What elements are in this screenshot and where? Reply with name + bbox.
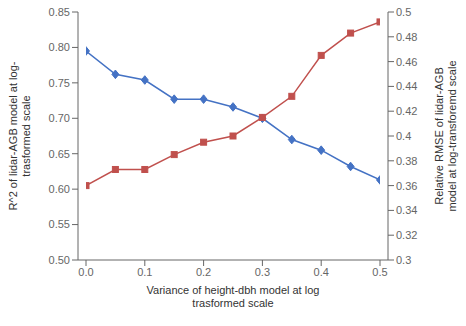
svg-text:0.4: 0.4 (396, 130, 411, 142)
svg-text:0.2: 0.2 (196, 266, 211, 278)
svg-text:0.55: 0.55 (49, 218, 70, 230)
svg-text:0.48: 0.48 (396, 31, 417, 43)
svg-text:Variance of height-dbh model a: Variance of height-dbh model at logtrasf… (147, 284, 320, 309)
svg-text:0.3: 0.3 (396, 254, 411, 266)
svg-text:0.50: 0.50 (49, 254, 70, 266)
svg-text:0.65: 0.65 (49, 148, 70, 160)
svg-text:Relative RMSE of lidar-AGBmode: Relative RMSE of lidar-AGBmodel at log-t… (433, 60, 458, 211)
svg-text:0.44: 0.44 (396, 80, 417, 92)
svg-text:0.5: 0.5 (396, 6, 411, 18)
svg-text:0.85: 0.85 (49, 6, 70, 18)
svg-text:0.32: 0.32 (396, 229, 417, 241)
svg-text:0.36: 0.36 (396, 180, 417, 192)
svg-text:0.1: 0.1 (137, 266, 152, 278)
svg-text:0.75: 0.75 (49, 77, 70, 89)
svg-text:0.3: 0.3 (255, 266, 270, 278)
svg-text:0.46: 0.46 (396, 56, 417, 68)
svg-text:R^2 of lidar-AGB model at log-: R^2 of lidar-AGB model at log-trasformed… (8, 61, 32, 210)
svg-text:0.42: 0.42 (396, 105, 417, 117)
svg-text:0.0: 0.0 (78, 266, 93, 278)
svg-text:0.34: 0.34 (396, 204, 417, 216)
svg-text:0.5: 0.5 (372, 266, 387, 278)
svg-text:0.4: 0.4 (314, 266, 329, 278)
svg-text:0.60: 0.60 (49, 183, 70, 195)
svg-text:0.80: 0.80 (49, 41, 70, 53)
svg-text:0.38: 0.38 (396, 155, 417, 167)
svg-text:0.70: 0.70 (49, 112, 70, 124)
